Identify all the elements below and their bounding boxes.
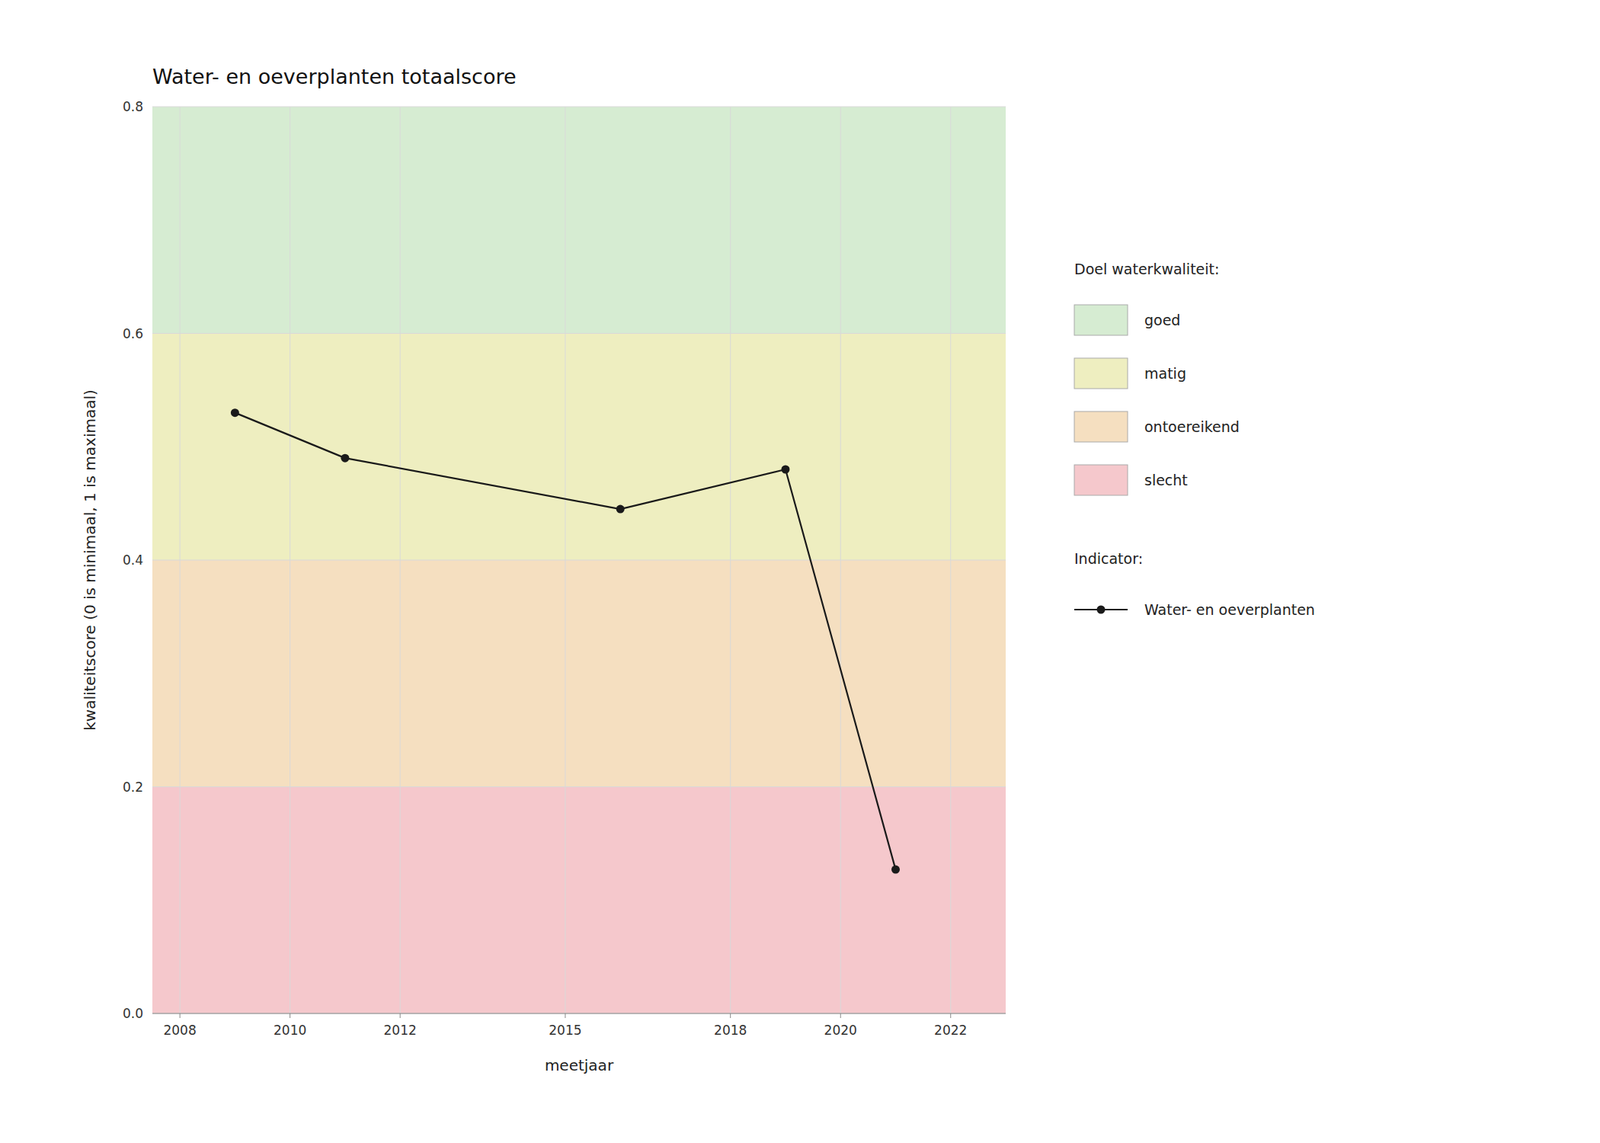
grid-line-y <box>152 332 1006 334</box>
x-tick <box>840 1013 842 1018</box>
x-tick-label: 2020 <box>824 1022 858 1038</box>
grid-line-y <box>152 560 1006 561</box>
y-tick-label: 0.0 <box>122 1005 144 1021</box>
grid-line-y <box>152 106 1006 108</box>
x-tick-label: 2015 <box>548 1022 582 1038</box>
band <box>152 106 1006 334</box>
x-axis-label: meetjaar <box>544 1056 615 1075</box>
y-axis-label: kwaliteitscore (0 is minimaal, 1 is maxi… <box>80 389 100 731</box>
x-tick <box>950 1013 951 1018</box>
band <box>152 560 1006 788</box>
x-tick <box>400 1013 401 1018</box>
series-marker <box>340 454 349 463</box>
y-tick-label: 0.8 <box>122 99 144 115</box>
series-line <box>234 412 896 870</box>
series-marker <box>616 505 625 514</box>
axes: 2008 2010 2012 2015 2018 2020 2022 0.0 0.2 0.4 0.6… <box>122 99 1006 1038</box>
legend-title: Indicator: <box>1074 550 1143 567</box>
legend-label: goed <box>1144 311 1181 329</box>
series-marker <box>891 865 900 874</box>
x-tick-label: 2010 <box>273 1022 307 1038</box>
x-tick-label: 2008 <box>163 1022 196 1038</box>
legend-label: Water- en oeverplanten <box>1144 601 1316 618</box>
legend-title: Doel waterkwaliteit: <box>1074 260 1220 278</box>
data <box>230 408 900 874</box>
bands <box>152 106 1006 1014</box>
legend-swatch <box>1074 411 1128 442</box>
legend-label: slecht <box>1144 471 1188 489</box>
chart-title: Water- en oeverplanten totaalscore <box>152 64 517 89</box>
x-tick-label: 2018 <box>713 1022 747 1038</box>
band <box>152 333 1006 561</box>
y-tick-label: 0.4 <box>122 552 144 568</box>
y-tick-label: 0.2 <box>122 779 144 795</box>
x-tick <box>729 1013 731 1018</box>
legend-label: ontoereikend <box>1144 418 1240 436</box>
y-tick-label: 0.6 <box>122 326 144 342</box>
legend-swatch <box>1074 304 1128 336</box>
chart-svg: 2008 2010 2012 2015 2018 2020 2022 0.0 0.2 0.4 0.6… <box>0 0 1600 1143</box>
grid-line-y <box>152 786 1006 788</box>
x-tick-label: 2012 <box>384 1022 417 1038</box>
x-tick <box>289 1013 291 1018</box>
legend-label: matig <box>1144 364 1187 382</box>
legend: Doel waterkwaliteit: goed matig ontoereiken… <box>1074 260 1316 618</box>
series-marker <box>780 465 790 474</box>
legend-swatch <box>1074 464 1128 496</box>
x-axis-line <box>152 1013 1006 1015</box>
chart-container: 2008 2010 2012 2015 2018 2020 2022 0.0 0.2 0.4 0.6… <box>0 0 1600 1143</box>
grid <box>152 106 1006 1014</box>
x-tick <box>179 1013 181 1018</box>
x-tick-label: 2022 <box>934 1022 967 1038</box>
x-tick <box>564 1013 566 1018</box>
page: {"chart_data": { "type": "line", "title"… <box>0 0 1600 1143</box>
band <box>152 787 1006 1015</box>
grid-line-y <box>152 1013 1006 1015</box>
legend-swatch <box>1074 358 1128 389</box>
legend-marker <box>1097 605 1106 615</box>
series-marker <box>230 408 240 417</box>
